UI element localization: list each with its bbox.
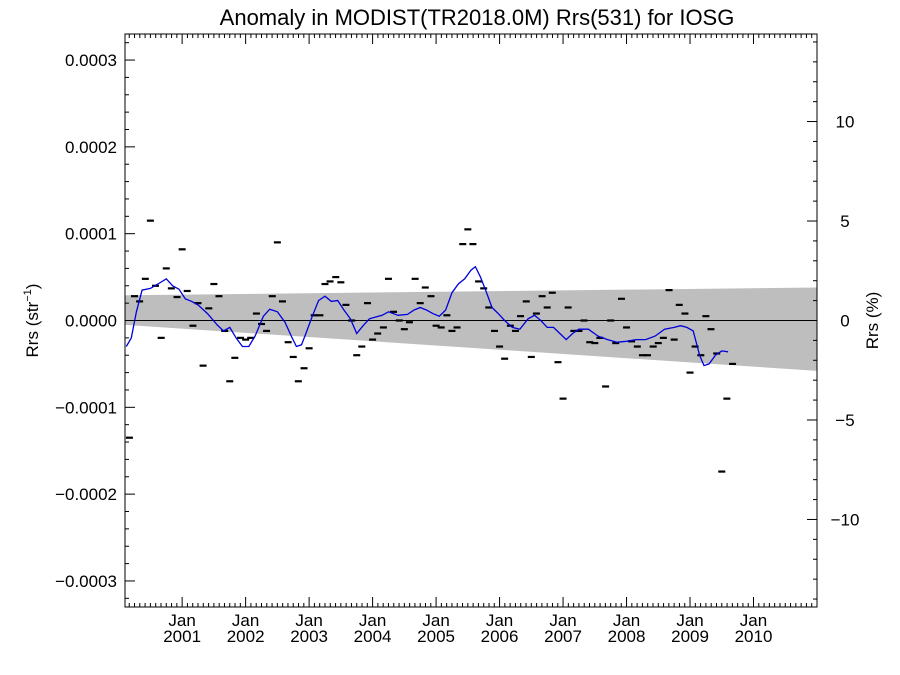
y-right-tick-label: −10 (831, 510, 860, 529)
monthly-anomaly-series (125, 219, 737, 473)
x-axis: Jan2001Jan2002Jan2003Jan2004Jan2005Jan20… (128, 34, 813, 646)
x-tick-label-year: 2009 (671, 627, 709, 646)
x-tick-label-month: Jan (168, 611, 195, 630)
y-axis-left-label-close: ) (23, 284, 42, 290)
y-left-tick-label: 0.0003 (65, 51, 117, 70)
x-tick-label-month: Jan (232, 611, 259, 630)
x-tick-label-month: Jan (486, 611, 513, 630)
y-axis-right: 10 5 0 −5 −10 (807, 41, 860, 600)
x-tick-label-month: Jan (676, 611, 703, 630)
x-tick-label-month: Jan (422, 611, 449, 630)
x-tick-label-month: Jan (549, 611, 576, 630)
y-axis-left-label-main: Rrs (str (23, 301, 42, 357)
x-tick-label-year: 2007 (544, 627, 582, 646)
y-right-tick-label: 0 (840, 312, 849, 331)
y-right-tick-label: −5 (835, 411, 854, 430)
y-left-tick-label: −0.0001 (55, 398, 117, 417)
y-left-tick-label: 0.0002 (65, 138, 117, 157)
smoothed-anomaly-series (125, 265, 729, 367)
x-tick-label-month: Jan (359, 611, 386, 630)
x-tick-label-month: Jan (295, 611, 322, 630)
x-tick-label-month: Jan (740, 611, 767, 630)
x-tick-label-year: 2010 (735, 627, 773, 646)
x-tick-label-year: 2002 (227, 627, 265, 646)
y-left-tick-label: 0.0001 (65, 225, 117, 244)
x-tick-label-year: 2008 (608, 627, 646, 646)
y-axis-left: 0.0003 0.0002 0.0001 0.0000 −0.0001 −0.0002 −0… (55, 42, 135, 599)
chart-title: Anomaly in MODIST(TR2018.0M) Rrs(531) fo… (220, 5, 735, 30)
x-tick-label-year: 2005 (417, 627, 455, 646)
y-left-tick-label: −0.0003 (55, 572, 117, 591)
y-axis-right-label: Rrs (%) (863, 292, 882, 350)
confidence-band-area (125, 287, 817, 371)
x-tick-label-month: Jan (613, 611, 640, 630)
y-right-tick-label: 10 (836, 113, 855, 132)
x-tick-label-year: 2001 (163, 627, 201, 646)
x-tick-label-year: 2003 (290, 627, 328, 646)
x-tick-label-year: 2006 (481, 627, 519, 646)
y-axis-left-label-sup: −1 (22, 289, 34, 302)
y-axis-left-label: Rrs (str−1) (22, 284, 42, 358)
confidence-band (125, 287, 817, 371)
x-tick-label-year: 2004 (354, 627, 392, 646)
y-left-tick-label: −0.0002 (55, 485, 117, 504)
y-left-tick-label: 0.0000 (65, 312, 117, 331)
smoothed-line (125, 265, 729, 367)
y-right-tick-label: 5 (840, 212, 849, 231)
